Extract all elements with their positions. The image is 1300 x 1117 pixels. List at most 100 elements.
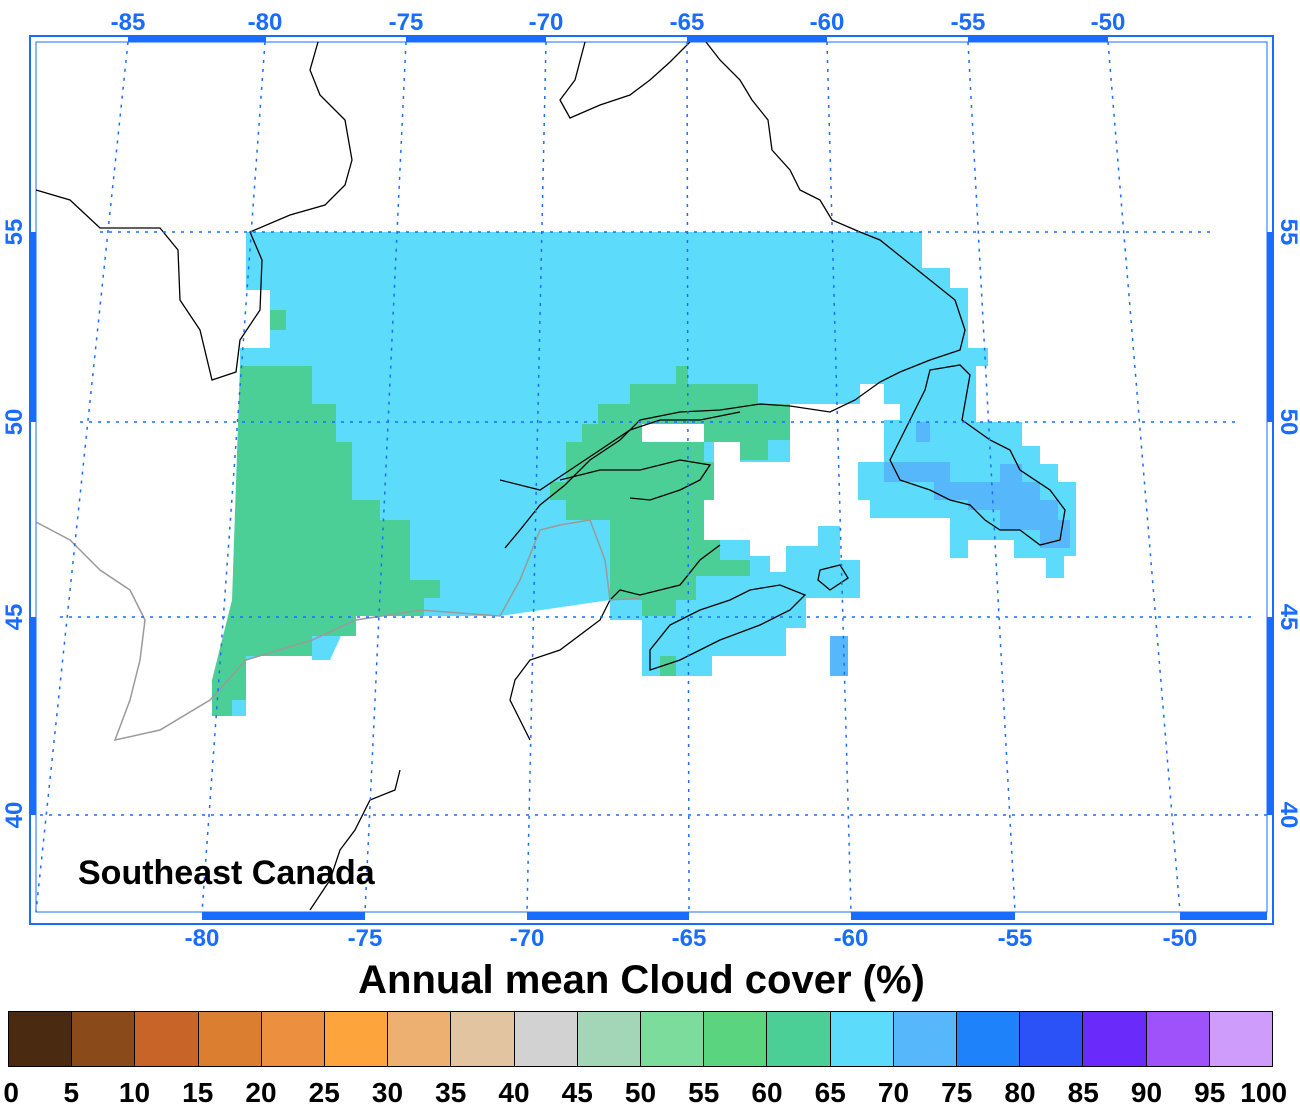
colorbar-label: 75 <box>941 1077 973 1108</box>
map-frame <box>29 35 1274 925</box>
colorbar-swatch <box>388 1012 452 1066</box>
colorbar-swatch <box>198 1012 262 1066</box>
bottom-bar-3 <box>851 912 1015 920</box>
bottom-tick: -80 <box>185 925 220 952</box>
colorbar-label: 100 <box>1240 1077 1288 1108</box>
colorbar-swatch <box>261 1012 326 1066</box>
colorbar-label: 35 <box>435 1077 467 1108</box>
colorbar-swatch <box>957 1012 1021 1066</box>
left-tick: 50 <box>1 409 28 436</box>
colorbar-label: 10 <box>118 1077 151 1108</box>
top-bar-1 <box>128 36 266 42</box>
left-tick: 55 <box>1 219 28 246</box>
axis-bars <box>30 36 1273 920</box>
colorbar-label: 0 <box>3 1077 19 1108</box>
hudson-bay-coast <box>35 41 353 381</box>
top-bar-3 <box>687 36 827 42</box>
right-tick: 50 <box>1275 409 1300 436</box>
colorbar-label: 60 <box>751 1077 783 1108</box>
bottom-tick: -65 <box>672 925 707 952</box>
meridian-70 <box>526 41 547 913</box>
colorbar-swatch <box>893 1012 958 1066</box>
colorbar-swatch <box>767 1012 831 1066</box>
east-us-coast <box>309 544 721 911</box>
cloud-zone-gap-west <box>246 310 270 348</box>
cloud-zone-60-65 <box>212 366 440 716</box>
colorbar-swatch <box>325 1012 389 1066</box>
cloud-cover-field <box>212 232 1076 716</box>
top-bar-2 <box>406 36 546 42</box>
bottom-bar-1 <box>202 912 365 920</box>
colorbar-label: 65 <box>814 1077 846 1108</box>
cloud-zone-70-75-newfoundland <box>916 422 930 442</box>
graticule <box>35 41 1267 913</box>
canada-us-border <box>35 519 641 742</box>
meridian-80 <box>201 41 266 913</box>
bottom-tick: -60 <box>834 925 869 952</box>
right-bar-1 <box>1267 232 1273 422</box>
bottom-bar-2 <box>527 912 689 920</box>
top-tick: -80 <box>248 9 283 36</box>
top-tick: -50 <box>1091 9 1126 36</box>
top-tick: -70 <box>529 9 564 36</box>
bottom-bar-4 <box>1180 912 1267 920</box>
colorbar-label: 25 <box>308 1077 340 1108</box>
colorbar-label: 85 <box>1067 1077 1099 1108</box>
colorbar-label: 90 <box>1130 1077 1163 1108</box>
coastlines <box>35 41 1066 911</box>
colorbar-label: 50 <box>624 1077 657 1108</box>
colorbar-label: 5 <box>63 1077 80 1108</box>
colorbar-swatch <box>451 1012 515 1066</box>
colorbar-label: 95 <box>1194 1077 1226 1108</box>
gaspe-coast <box>559 459 712 501</box>
colorbar-label: 15 <box>182 1077 214 1108</box>
right-tick: 40 <box>1275 802 1300 829</box>
colorbar-label: 70 <box>877 1077 910 1108</box>
right-tick: 45 <box>1275 604 1300 631</box>
colorbar-swatch <box>1083 1012 1147 1066</box>
region-label: Southeast Canada <box>78 854 376 892</box>
colorbar <box>8 1011 1273 1067</box>
labrador-coast <box>504 41 966 549</box>
colorbar-swatch <box>830 1012 894 1066</box>
top-tick: -55 <box>951 9 986 36</box>
cloud-zone-gap-gulf <box>642 424 704 442</box>
top-tick: -75 <box>389 9 424 36</box>
left-tick: 45 <box>1 604 28 631</box>
colorbar-swatch <box>1020 1012 1084 1066</box>
colorbar-label: 55 <box>688 1077 720 1108</box>
right-tick: 55 <box>1275 219 1300 246</box>
colorbar-label: 30 <box>371 1077 404 1108</box>
meridian-50 <box>1107 41 1181 913</box>
top-tick: -60 <box>810 9 845 36</box>
colorbar-swatch <box>641 1012 705 1066</box>
newfoundland-coast <box>889 364 1066 546</box>
political-borders <box>35 519 641 742</box>
colorbar-label: 80 <box>1004 1077 1036 1108</box>
colorbar-swatch <box>704 1012 768 1066</box>
cloud-cover-map: -85 -80 -75 -70 -65 -60 -55 -50 -80 -75 … <box>1 9 1300 952</box>
colorbar-swatch <box>577 1012 642 1066</box>
right-bar-2 <box>1267 617 1273 815</box>
colorbar-swatch <box>135 1012 199 1066</box>
cloud-zone-60-65-gulf <box>550 366 790 616</box>
left-bar-1 <box>30 232 36 422</box>
left-tick: 40 <box>1 802 28 829</box>
left-bar-2 <box>30 617 36 815</box>
colorbar-labels: 0 5 10 15 20 25 30 35 40 45 50 55 60 65 70 75 80 85 90 95 10… <box>3 1077 1287 1113</box>
st-lawrence-north <box>499 411 741 491</box>
colorbar-label: 40 <box>498 1077 530 1108</box>
pei-coast <box>817 564 849 591</box>
colorbar-label: 20 <box>245 1077 277 1108</box>
meridian-55 <box>967 41 1016 913</box>
bottom-tick: -50 <box>1163 925 1198 952</box>
bottom-lon-ticks: -80 -75 -70 -65 -60 -55 -50 <box>185 925 1198 952</box>
colorbar-swatch <box>1146 1012 1210 1066</box>
colorbar-swatch <box>1209 1012 1273 1066</box>
colorbar-label: 45 <box>561 1077 593 1108</box>
meridian-65 <box>686 41 690 913</box>
meridian-85 <box>35 41 129 913</box>
bottom-tick: -70 <box>510 925 545 952</box>
top-tick: -65 <box>670 9 705 36</box>
nova-scotia-coast <box>649 584 807 671</box>
